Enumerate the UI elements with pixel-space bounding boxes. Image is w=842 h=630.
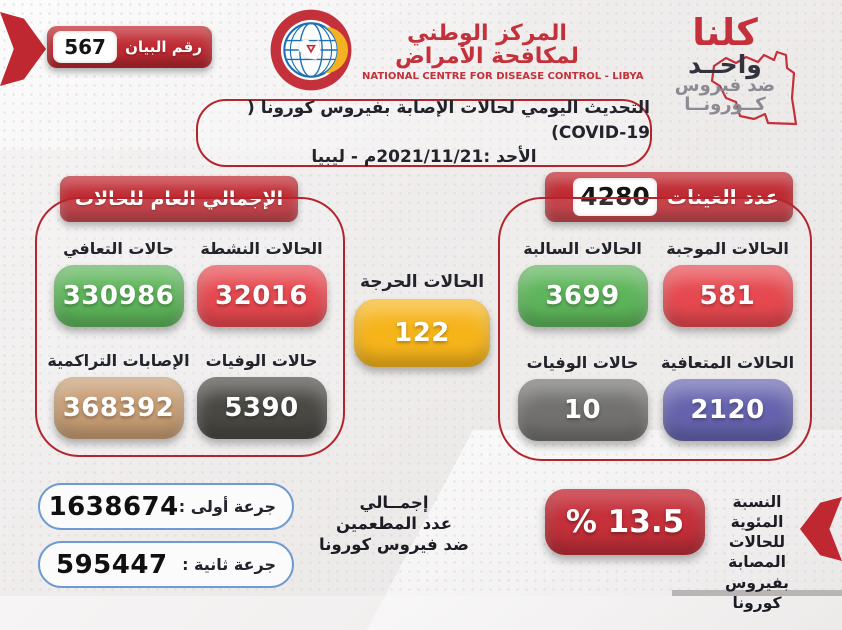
crescent-globe-emblem-icon [268,7,354,97]
stat-value: 581 [699,281,756,311]
report-number-badge: رقم البيان 567 [47,26,212,68]
stat-value-pill: 10 [517,379,648,441]
slogan-line-corona: كــورونــا [684,93,766,115]
stat-label: الحالات الحرجة [359,272,485,292]
stat-value-pill: 122 [354,299,490,367]
org-name-arabic: المركز الوطني لمكافحة الأمراض [395,20,579,69]
stat-value: 5390 [224,393,299,423]
stat-recovery-cases: حالات التعافي 330986 [47,239,190,327]
positivity-caption-line: بفيروس كورونا [725,573,789,612]
slogan-line-against-virus: ضد فيروس [674,75,776,97]
stat-critical-cases: الحالات الحرجة 122 [352,272,492,367]
second-dose-value: 595447 [56,549,168,580]
slogan-word-wahed: واحــد [688,49,762,79]
stat-value-pill: 330986 [53,265,184,327]
stat-label: الإصابات التراكمية [47,351,190,370]
second-dose-label: جرعة ثانية : [182,555,276,574]
stat-value: 122 [394,318,450,348]
stat-value: 368392 [62,393,175,423]
positivity-caption-line: للحالات المصابة [728,533,786,572]
stat-label: حالات الوفيات [526,353,639,372]
stat-label: حالات التعافي [63,239,174,258]
bulletin-title-box: التحديث اليومي لحالات الإصابة بفيروس كور… [196,98,652,168]
vaccinated-total-line: عدد المطعمين [336,514,452,534]
stat-active-cases: الحالات النشطة 32016 [190,239,333,327]
stat-value: 10 [563,395,602,425]
stat-daily-deaths: حالات الوفيات 10 [510,353,655,443]
positivity-rate-caption: النسبة المئوية للحالات المصابة بفيروس كو… [705,492,809,613]
totals-section-badge: الإجمالي العام للحالات [60,176,298,222]
vaccinated-total-line: إجمــالي [359,493,429,512]
first-dose-label: جرعة أولى : [178,497,276,516]
stat-value-pill: 2120 [662,379,793,441]
stat-label: الحالات الموجبة [666,239,789,258]
positivity-caption-line: النسبة المئوية [730,493,784,532]
libya-map-outline-icon [710,50,798,126]
bulletin-date-line: الأحد :2021/11/21م - ليبيا [311,147,537,168]
stat-value: 3699 [545,281,620,311]
stat-value: 32016 [215,281,308,311]
stat-total-deaths: حالات الوفيات 5390 [190,351,333,439]
stat-positive-cases: الحالات الموجبة 581 [655,239,800,329]
cumulative-totals-panel: الحالات النشطة 32016 حالات التعافي 33098… [35,197,345,457]
vaccinated-total-line: ضد فيروس كورونا [319,535,469,555]
stat-negative-cases: الحالات السالبة 3699 [510,239,655,329]
stat-cumulative-infections: الإصابات التراكمية 368392 [47,351,190,439]
campaign-slogan: كلنا واحــد ضد فيروس كــورونــا [656,11,798,136]
stat-label: الحالات المتعافية [660,353,795,372]
footer-strip-decoration [672,590,842,596]
positivity-rate-value: % 13.5 [565,504,685,540]
org-name-block: المركز الوطني لمكافحة الأمراض NATIONAL C… [362,20,644,83]
vaccinated-total-caption: إجمــالي عدد المطعمين ضد فيروس كورونا [300,492,488,555]
stat-value-pill: 5390 [196,377,327,439]
first-dose-counter: جرعة أولى : 1638674 [38,483,294,530]
totals-section-label: الإجمالي العام للحالات [74,188,284,210]
stat-label: الحالات السالبة [523,239,642,258]
bulletin-title-line1: التحديث اليومي لحالات الإصابة بفيروس كور… [247,98,650,143]
second-dose-counter: جرعة ثانية : 595447 [38,541,294,588]
stat-label: الحالات النشطة [200,239,323,258]
org-name-english: NATIONAL CENTRE FOR DISEASE CONTROL - LI… [362,71,644,83]
stat-label: حالات الوفيات [205,351,318,370]
stat-value-pill: 32016 [196,265,327,327]
stat-value: 330986 [62,281,175,311]
daily-results-panel: الحالات الموجبة 581 الحالات السالبة 3699… [498,197,812,461]
ncdc-logo: المركز الوطني لمكافحة الأمراض NATIONAL C… [268,7,643,97]
right-arrow-icon [0,12,46,86]
stat-value-pill: 368392 [53,377,184,439]
slogan-word-kulna: كلنا [692,11,758,54]
report-number-label: رقم البيان [125,38,202,56]
stat-value-pill: 581 [662,265,793,327]
stat-recovered-cases: الحالات المتعافية 2120 [655,353,800,443]
positivity-rate-box: % 13.5 [545,489,705,555]
report-number-value: 567 [53,31,118,63]
stat-value-pill: 3699 [517,265,648,327]
stat-value: 2120 [690,395,765,425]
first-dose-value: 1638674 [48,491,179,522]
